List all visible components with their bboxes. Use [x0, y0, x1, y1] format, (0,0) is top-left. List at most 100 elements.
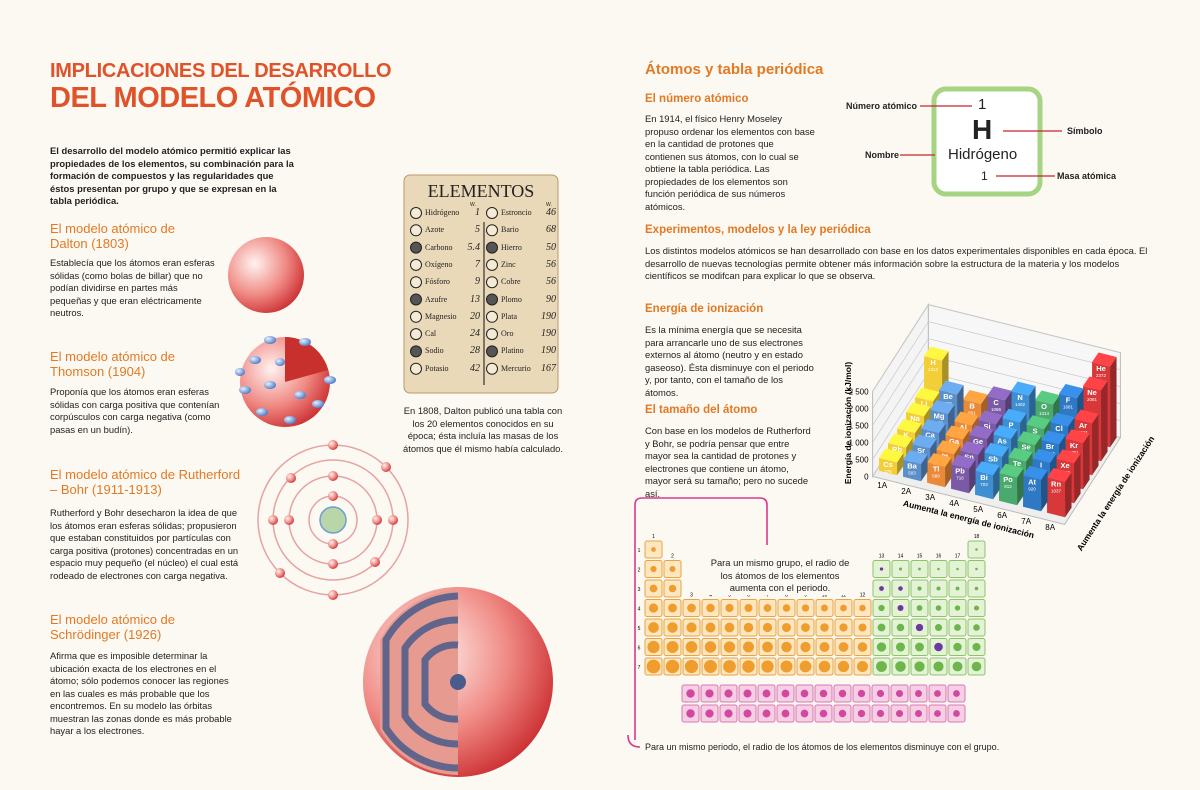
atom-dot	[723, 660, 736, 673]
grid-line	[872, 304, 1121, 392]
bar-top	[987, 386, 1012, 401]
grid-line	[872, 338, 1121, 426]
atom-dot	[648, 603, 659, 613]
bar-side	[1041, 470, 1048, 512]
atom-dot	[975, 548, 978, 551]
model-heading: El modelo atómico de Rutherford – Bohr (…	[50, 467, 241, 497]
atom-dot	[934, 623, 943, 632]
section-text: Es la mínima energía que se necesita par…	[645, 324, 814, 398]
box-mass: 1	[981, 169, 988, 183]
atom-dot	[898, 567, 903, 571]
atom-dot	[704, 641, 717, 653]
weight-header: W.	[546, 202, 552, 208]
section-text: Con base en los modelos de Rutherford y …	[645, 425, 811, 499]
bar-top	[927, 453, 952, 468]
bar-top	[912, 434, 937, 449]
bar-top	[1056, 449, 1081, 464]
element-weight: 190	[541, 328, 556, 340]
atom-dot	[897, 604, 904, 612]
bar-symbol: Si	[984, 422, 991, 431]
element-weight: 190	[541, 345, 556, 357]
bar-value: 1037	[1051, 488, 1062, 493]
atom-dot	[667, 622, 678, 633]
bar-symbol: S	[1033, 427, 1038, 436]
atom-dot	[956, 567, 959, 571]
model-text: Establecía que los átomos eran esferas s…	[50, 257, 215, 318]
atom-dot	[953, 642, 962, 652]
element-weight: 9	[475, 276, 480, 288]
bar-front	[903, 459, 922, 482]
bar-value: 920	[1028, 486, 1036, 491]
element-box	[931, 86, 1043, 197]
element-symbol	[410, 310, 422, 323]
atom-dot	[705, 689, 714, 698]
bar-symbol: Ar	[1079, 421, 1087, 430]
bar	[999, 463, 1024, 506]
bar-top	[963, 389, 988, 404]
bar-symbol: Na	[910, 414, 920, 423]
element-weight: 190	[541, 310, 556, 322]
bar-value: 2081	[1087, 397, 1098, 402]
bar-symbol: K	[903, 430, 909, 439]
bar	[1023, 465, 1048, 512]
element-name: Plomo	[501, 294, 522, 304]
atom-dot	[895, 661, 906, 672]
element-symbol	[486, 345, 498, 358]
bar-top	[1050, 412, 1075, 427]
atom-dot	[915, 623, 924, 632]
bar-top	[960, 441, 985, 456]
atom-dot	[878, 604, 885, 612]
bar-top	[906, 402, 931, 417]
period-label: 6	[638, 646, 641, 652]
element-weight: 1	[475, 207, 480, 218]
bar-symbol: I	[1040, 460, 1042, 469]
bar-top	[1002, 408, 1027, 423]
box-label: Masa atómica	[1057, 171, 1117, 181]
atom-dot	[762, 709, 771, 718]
element-weight: 5.4	[467, 241, 481, 253]
bar-value: 1314	[1039, 411, 1050, 416]
bar-side	[993, 465, 1000, 500]
group-label: 6	[747, 593, 750, 599]
atom-dot	[687, 603, 696, 613]
atom-dot	[723, 641, 736, 653]
atom-dot	[762, 641, 773, 653]
bar-symbol: Be	[943, 392, 953, 401]
group-label: 4	[709, 593, 712, 599]
bar-value: 1312	[928, 367, 939, 372]
atom-dot	[915, 642, 924, 652]
bar-front	[879, 457, 898, 476]
atom-dot	[973, 605, 980, 611]
atom-dot	[781, 622, 792, 633]
bar-symbol: Rb	[892, 445, 902, 454]
bar-side	[921, 454, 928, 482]
bar-side	[1074, 453, 1081, 504]
atom-dot	[668, 584, 677, 593]
bar-top	[1008, 447, 1033, 462]
model-heading: El modelo atómico de Thomson (1904)	[50, 349, 176, 379]
bar-top	[1059, 384, 1084, 399]
element-weight: 5	[475, 224, 480, 236]
group-label: 6A	[997, 511, 1007, 520]
bar-top	[888, 433, 913, 448]
element-symbol	[410, 241, 422, 254]
element-weight: 56	[546, 258, 556, 270]
box-number: 1	[978, 96, 987, 113]
element-weight: 42	[470, 362, 480, 374]
atom-dot	[742, 660, 755, 673]
element-symbol	[410, 362, 422, 375]
bar-top	[1065, 429, 1090, 444]
element-name: Zinc	[501, 259, 516, 269]
atom-dot	[763, 604, 772, 612]
atom-dot	[743, 689, 752, 698]
atom-dot	[820, 623, 829, 632]
bar	[951, 454, 976, 494]
atom-dot	[856, 660, 869, 673]
bar-top	[1035, 390, 1060, 405]
y-tick-label: 1 500	[849, 421, 870, 430]
atom-dot	[646, 659, 661, 674]
group-label: 18	[974, 534, 980, 540]
bar-top	[924, 346, 949, 361]
bar-value: 1402	[1015, 402, 1026, 407]
